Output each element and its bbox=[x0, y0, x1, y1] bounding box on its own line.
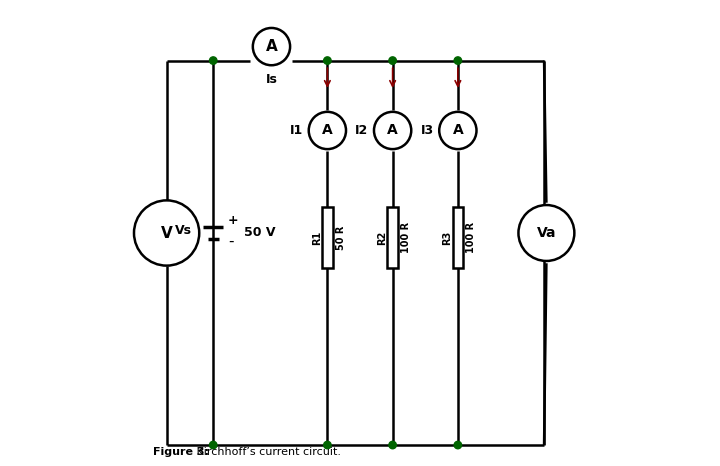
Text: Is: Is bbox=[266, 73, 277, 86]
Circle shape bbox=[389, 57, 396, 64]
Text: R3: R3 bbox=[442, 231, 452, 245]
Text: Vs: Vs bbox=[175, 224, 192, 237]
Text: -: - bbox=[228, 233, 233, 249]
Text: +: + bbox=[228, 214, 239, 226]
Circle shape bbox=[210, 57, 217, 64]
Text: V: V bbox=[161, 226, 173, 240]
Text: R1: R1 bbox=[312, 231, 322, 245]
Text: 100 R: 100 R bbox=[467, 222, 477, 253]
Text: A: A bbox=[387, 123, 398, 137]
Circle shape bbox=[210, 441, 217, 449]
Text: 50 R: 50 R bbox=[336, 226, 346, 250]
Circle shape bbox=[324, 57, 331, 64]
Text: 100 R: 100 R bbox=[401, 222, 411, 253]
Text: R2: R2 bbox=[377, 231, 387, 245]
Bar bbox=[387, 207, 397, 268]
Circle shape bbox=[309, 112, 346, 149]
Circle shape bbox=[134, 200, 199, 266]
Circle shape bbox=[324, 441, 331, 449]
Text: A: A bbox=[322, 123, 333, 137]
Text: Kirchhoff’s current circuit.: Kirchhoff’s current circuit. bbox=[193, 447, 341, 457]
Circle shape bbox=[454, 57, 462, 64]
Text: Figure 3:: Figure 3: bbox=[153, 447, 209, 457]
Text: I1: I1 bbox=[290, 124, 303, 137]
Text: A: A bbox=[266, 39, 277, 54]
Circle shape bbox=[518, 205, 575, 261]
Circle shape bbox=[439, 112, 477, 149]
Text: 50 V: 50 V bbox=[243, 226, 275, 240]
Text: A: A bbox=[452, 123, 463, 137]
Circle shape bbox=[253, 28, 290, 65]
Bar bbox=[323, 207, 333, 268]
Circle shape bbox=[389, 441, 396, 449]
Text: Va: Va bbox=[536, 226, 556, 240]
Text: I3: I3 bbox=[420, 124, 433, 137]
Bar bbox=[453, 207, 463, 268]
Text: I2: I2 bbox=[355, 124, 369, 137]
Circle shape bbox=[454, 441, 462, 449]
Circle shape bbox=[374, 112, 411, 149]
